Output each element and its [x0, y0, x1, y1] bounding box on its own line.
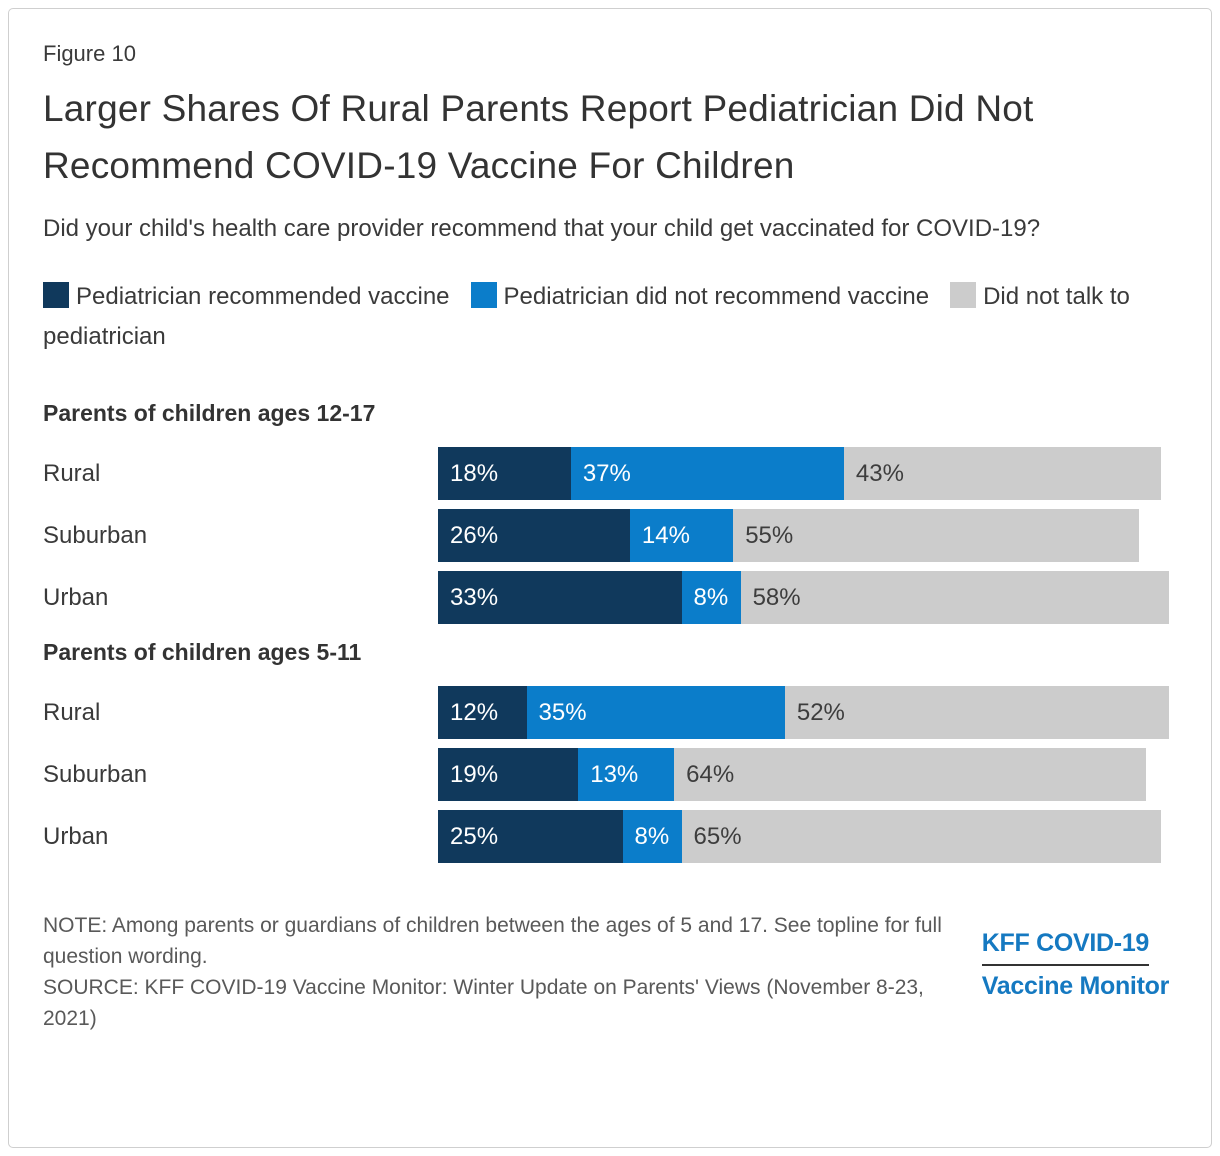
legend: Pediatrician recommended vaccine Pediatri… — [43, 277, 1177, 357]
chart-title: Larger Shares Of Rural Parents Report Pe… — [43, 88, 1034, 186]
row-label: Suburban — [43, 760, 148, 788]
chart-row: Suburban 26% 14% 55% — [43, 509, 1177, 562]
row-label: Suburban — [43, 521, 148, 549]
group-header: Parents of children ages 5-11 — [43, 639, 362, 665]
source-text: SOURCE: KFF COVID-19 Vaccine Monitor: Wi… — [43, 976, 924, 1030]
bar-segment: 55% — [733, 509, 1140, 562]
bar-segment: 25% — [438, 810, 623, 863]
note-text: NOTE: Among parents or guardians of chil… — [43, 914, 942, 968]
chart: Parents of children ages 12-17 Rural 18% 37… — [43, 400, 1177, 863]
bar-segment: 12% — [438, 686, 527, 739]
bar-segment: 13% — [578, 748, 675, 801]
kff-logo: KFF COVID-19 Vaccine Monitor — [981, 929, 1170, 1034]
chart-row: Urban 33% 8% 58% — [43, 571, 1177, 624]
bar-segment: 35% — [526, 686, 785, 739]
stacked-bar: 19% 13% 64% — [438, 748, 1147, 801]
kff-logo-line2: Vaccine Monitor — [981, 972, 1170, 1000]
notes: NOTE: Among parents or guardians of chil… — [43, 910, 978, 1034]
legend-swatch-not-recommend-icon — [470, 282, 497, 308]
row-label: Urban — [43, 583, 109, 611]
chart-row: Rural 18% 37% 43% — [43, 447, 1177, 500]
bar-segment: 8% — [681, 571, 741, 624]
stacked-bar: 12% 35% 52% — [438, 686, 1169, 739]
stacked-bar: 33% 8% 58% — [438, 571, 1169, 624]
bar-segment: 8% — [622, 810, 682, 863]
stacked-bar: 18% 37% 43% — [438, 447, 1162, 500]
legend-label-recommended: Pediatrician recommended vaccine — [76, 283, 450, 310]
row-label: Urban — [43, 822, 109, 850]
chart-row: Suburban 19% 13% 64% — [43, 748, 1177, 801]
legend-swatch-recommended-icon — [43, 282, 69, 308]
bar-segment: 33% — [438, 571, 682, 624]
row-label: Rural — [43, 698, 101, 726]
chart-row: Rural 12% 35% 52% — [43, 686, 1177, 739]
bar-segment: 43% — [843, 447, 1162, 500]
stacked-bar: 25% 8% 65% — [438, 810, 1162, 863]
bar-segment: 58% — [740, 571, 1169, 624]
legend-label-did-not-talk: Did not talk to pediatrician — [43, 283, 1130, 350]
row-label: Rural — [43, 459, 101, 487]
stacked-bar: 26% 14% 55% — [438, 509, 1140, 562]
bar-segment: 64% — [674, 748, 1147, 801]
group-header: Parents of children ages 12-17 — [43, 400, 376, 426]
bar-segment: 19% — [438, 748, 579, 801]
bar-segment: 37% — [570, 447, 844, 500]
bar-segment: 14% — [629, 509, 734, 562]
bar-segment: 65% — [681, 810, 1162, 863]
bar-segment: 18% — [438, 447, 571, 500]
bar-segment: 52% — [784, 686, 1169, 739]
figure-label: Figure 10 — [43, 41, 136, 66]
legend-swatch-did-not-talk-icon — [950, 282, 977, 308]
chart-subtitle: Did your child's health care provider re… — [43, 215, 1041, 242]
footer: NOTE: Among parents or guardians of chil… — [43, 910, 1177, 1034]
kff-logo-line1: KFF COVID-19 — [981, 929, 1149, 966]
chart-row: Urban 25% 8% 65% — [43, 810, 1177, 863]
figure-frame: Figure 10 Larger Shares Of Rural Parents… — [8, 8, 1212, 1148]
legend-label-not-recommend: Pediatrician did not recommend vaccine — [503, 283, 930, 310]
bar-segment: 26% — [438, 509, 630, 562]
